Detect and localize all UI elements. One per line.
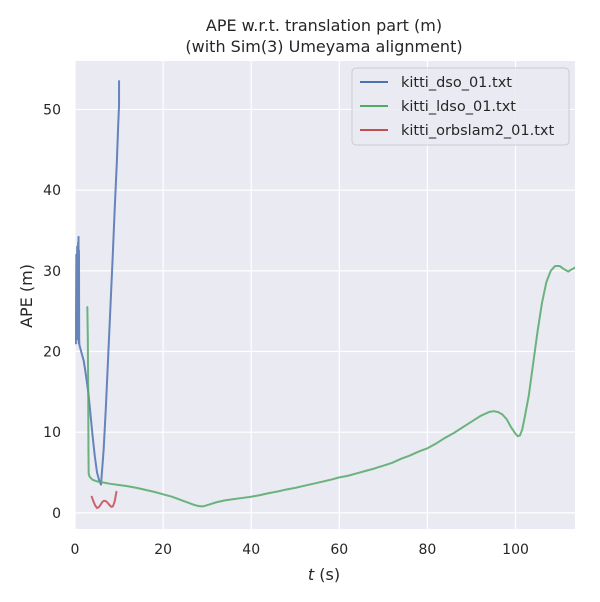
chart-title-line2: (with Sim(3) Umeyama alignment) (185, 37, 462, 56)
x-tick-label: 60 (330, 542, 348, 558)
x-tick-labels: 0 20 40 60 80 100 (71, 542, 529, 558)
y-tick-label: 40 (43, 183, 61, 199)
y-tick-label: 10 (43, 425, 61, 441)
x-tick-label: 80 (419, 542, 437, 558)
y-axis-label: APE (m) (17, 264, 36, 328)
y-tick-label: 0 (52, 506, 61, 522)
x-tick-label: 100 (502, 542, 529, 558)
legend-label-ldso: kitti_ldso_01.txt (401, 99, 516, 115)
legend: kitti_dso_01.txt kitti_ldso_01.txt kitti… (351, 67, 570, 146)
series-line-ldso (86, 264, 575, 508)
chart-title-line1: APE w.r.t. translation part (m) (206, 16, 442, 35)
legend-label-dso: kitti_dso_01.txt (401, 75, 512, 91)
y-tick-labels: 0 10 20 30 40 50 (43, 102, 61, 521)
legend-box (351, 67, 570, 146)
y-tick-label: 50 (43, 102, 61, 118)
x-axis-label-unit: (s) (314, 565, 340, 584)
series-lines (75, 80, 575, 510)
x-tick-label: 40 (242, 542, 260, 558)
y-tick-label: 20 (43, 344, 61, 360)
x-tick-label: 20 (154, 542, 172, 558)
series-line-orbslam2 (90, 490, 118, 510)
x-axis-label: t (s) (308, 565, 340, 584)
legend-label-orbslam2: kitti_orbslam2_01.txt (401, 123, 555, 139)
x-tick-label: 0 (71, 542, 80, 558)
series-line-dso (75, 80, 121, 486)
y-tick-label: 30 (43, 264, 61, 280)
x-axis-label-italic: t (308, 565, 315, 584)
